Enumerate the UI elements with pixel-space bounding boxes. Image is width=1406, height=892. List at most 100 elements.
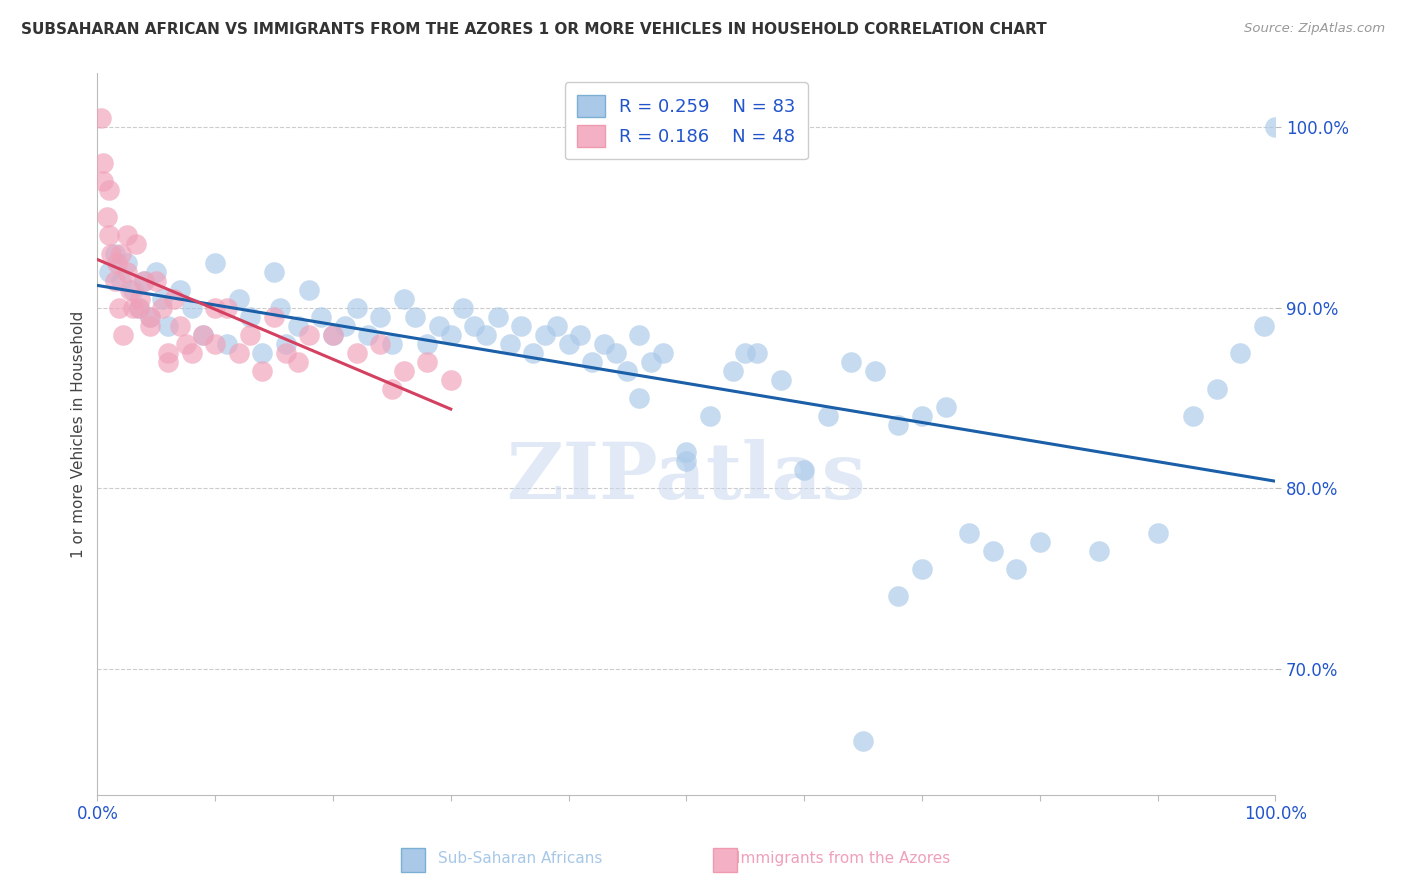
Point bbox=[120, 283, 142, 297]
Point bbox=[115, 264, 138, 278]
Point bbox=[204, 336, 226, 351]
Point bbox=[145, 264, 167, 278]
Point bbox=[174, 336, 197, 351]
Point bbox=[105, 255, 128, 269]
Point bbox=[546, 318, 568, 333]
Text: Sub-Saharan Africans: Sub-Saharan Africans bbox=[439, 851, 602, 865]
Point bbox=[91, 174, 114, 188]
Point bbox=[1205, 382, 1227, 396]
Point bbox=[605, 346, 627, 360]
Point bbox=[427, 318, 450, 333]
Point bbox=[169, 318, 191, 333]
Point bbox=[981, 544, 1004, 558]
Point bbox=[911, 409, 934, 423]
Point bbox=[675, 454, 697, 468]
Point bbox=[1181, 409, 1204, 423]
Point bbox=[215, 301, 238, 315]
Point bbox=[180, 301, 202, 315]
Point bbox=[128, 301, 150, 315]
Point bbox=[510, 318, 533, 333]
Point bbox=[287, 355, 309, 369]
Point bbox=[112, 327, 135, 342]
Point bbox=[651, 346, 673, 360]
Point bbox=[451, 301, 474, 315]
Point bbox=[935, 400, 957, 414]
Point bbox=[104, 246, 127, 260]
Point bbox=[107, 301, 129, 315]
Point bbox=[228, 346, 250, 360]
Point bbox=[416, 336, 439, 351]
Point bbox=[104, 274, 127, 288]
Point bbox=[675, 445, 697, 459]
Point bbox=[392, 364, 415, 378]
Point bbox=[100, 246, 122, 260]
Point bbox=[404, 310, 426, 324]
Point bbox=[357, 327, 380, 342]
Point bbox=[392, 292, 415, 306]
Point bbox=[852, 734, 875, 748]
Point bbox=[322, 327, 344, 342]
Point bbox=[90, 111, 112, 125]
Point bbox=[440, 327, 463, 342]
Point bbox=[887, 590, 910, 604]
Point bbox=[593, 336, 616, 351]
Y-axis label: 1 or more Vehicles in Household: 1 or more Vehicles in Household bbox=[72, 310, 86, 558]
Point bbox=[381, 382, 404, 396]
Point bbox=[416, 355, 439, 369]
Point bbox=[157, 346, 180, 360]
Point bbox=[263, 310, 285, 324]
Point bbox=[252, 364, 274, 378]
Point bbox=[134, 274, 156, 288]
Point bbox=[309, 310, 332, 324]
Point bbox=[125, 237, 148, 252]
Point bbox=[368, 336, 391, 351]
Point bbox=[269, 301, 291, 315]
Point bbox=[723, 364, 745, 378]
Point bbox=[298, 327, 321, 342]
Point bbox=[1029, 535, 1052, 549]
Point bbox=[98, 264, 121, 278]
Point bbox=[287, 318, 309, 333]
Point bbox=[204, 255, 226, 269]
Point bbox=[193, 327, 215, 342]
Point bbox=[745, 346, 768, 360]
Point bbox=[440, 373, 463, 387]
Point bbox=[475, 327, 498, 342]
Point bbox=[957, 526, 980, 541]
Text: Source: ZipAtlas.com: Source: ZipAtlas.com bbox=[1244, 22, 1385, 36]
Point bbox=[534, 327, 557, 342]
Point bbox=[1264, 120, 1286, 135]
Point bbox=[581, 355, 603, 369]
Point bbox=[640, 355, 662, 369]
Point bbox=[228, 292, 250, 306]
Point bbox=[381, 336, 404, 351]
Point bbox=[1253, 318, 1275, 333]
Point bbox=[145, 274, 167, 288]
Point bbox=[96, 211, 118, 225]
Point bbox=[121, 301, 143, 315]
Point bbox=[134, 274, 156, 288]
Point bbox=[498, 336, 520, 351]
Point bbox=[239, 327, 262, 342]
Point bbox=[463, 318, 485, 333]
Point bbox=[263, 264, 285, 278]
Point bbox=[628, 327, 651, 342]
Point bbox=[180, 346, 202, 360]
Text: Immigrants from the Azores: Immigrants from the Azores bbox=[737, 851, 950, 865]
Point bbox=[139, 310, 162, 324]
Point bbox=[115, 255, 138, 269]
Point bbox=[557, 336, 579, 351]
Point bbox=[128, 292, 150, 306]
Point bbox=[121, 283, 143, 297]
Point bbox=[486, 310, 509, 324]
Point bbox=[150, 301, 173, 315]
Point bbox=[616, 364, 638, 378]
Point bbox=[1146, 526, 1168, 541]
Point bbox=[887, 417, 910, 432]
Point bbox=[769, 373, 792, 387]
Point bbox=[1005, 562, 1028, 576]
Point bbox=[157, 355, 180, 369]
Point bbox=[346, 301, 368, 315]
Point bbox=[128, 301, 150, 315]
Text: ZIPatlas: ZIPatlas bbox=[506, 440, 866, 516]
